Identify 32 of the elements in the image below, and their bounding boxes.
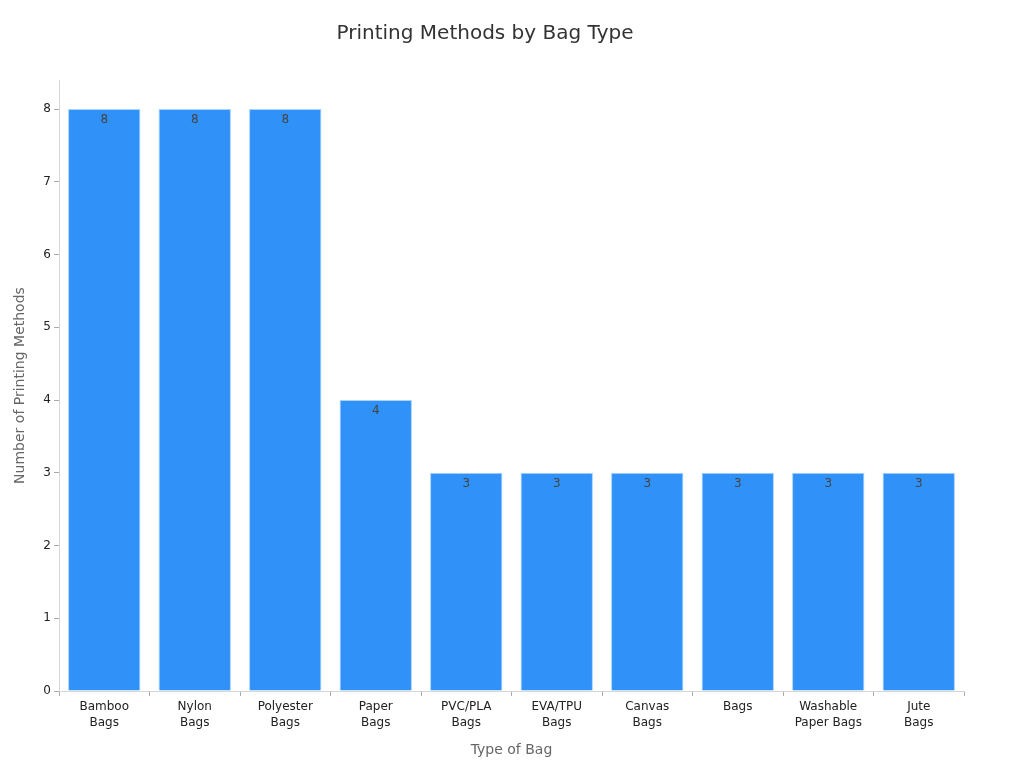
x-tick-label: Nylon Bags xyxy=(177,698,212,729)
data-label: 3 xyxy=(643,475,652,490)
x-tick-label: PVC/PLA Bags xyxy=(441,698,493,729)
x-axis-title: Type of Bag xyxy=(469,741,553,758)
x-tick-label: Jute Bags xyxy=(904,698,934,729)
data-label: 4 xyxy=(371,403,380,418)
x-tick-label: Bags xyxy=(723,698,753,713)
y-tick-label: 6 xyxy=(43,246,51,261)
x-tick-label: EVA/TPU Bags xyxy=(531,698,583,729)
data-label: 3 xyxy=(733,475,742,490)
data-label: 8 xyxy=(190,112,199,127)
y-tick-label: 8 xyxy=(43,101,51,116)
x-tick-label: Canvas Bags xyxy=(625,698,670,729)
y-tick-label: 2 xyxy=(43,537,51,552)
data-label: 3 xyxy=(824,475,833,490)
data-label: 3 xyxy=(462,475,471,490)
x-tick-label: Polyester Bags xyxy=(257,698,313,729)
data-label: 8 xyxy=(100,112,109,127)
data-label: 3 xyxy=(914,475,923,490)
chart-title: Printing Methods by Bag Type xyxy=(336,20,634,45)
y-tick-label: 4 xyxy=(43,392,51,407)
data-label: 3 xyxy=(552,475,561,490)
x-tick-label: Paper Bags xyxy=(358,698,393,729)
y-tick-label: 1 xyxy=(43,610,51,625)
x-tick-label: Washable Paper Bags xyxy=(794,698,862,729)
y-tick-label: 0 xyxy=(43,683,51,698)
x-tick-label: Bamboo Bags xyxy=(79,698,130,729)
y-tick-label: 5 xyxy=(43,319,51,334)
y-tick-label: 3 xyxy=(43,464,51,479)
y-axis-title: Number of Printing Methods xyxy=(11,287,28,484)
y-tick-label: 7 xyxy=(43,173,51,188)
data-label: 8 xyxy=(281,112,290,127)
